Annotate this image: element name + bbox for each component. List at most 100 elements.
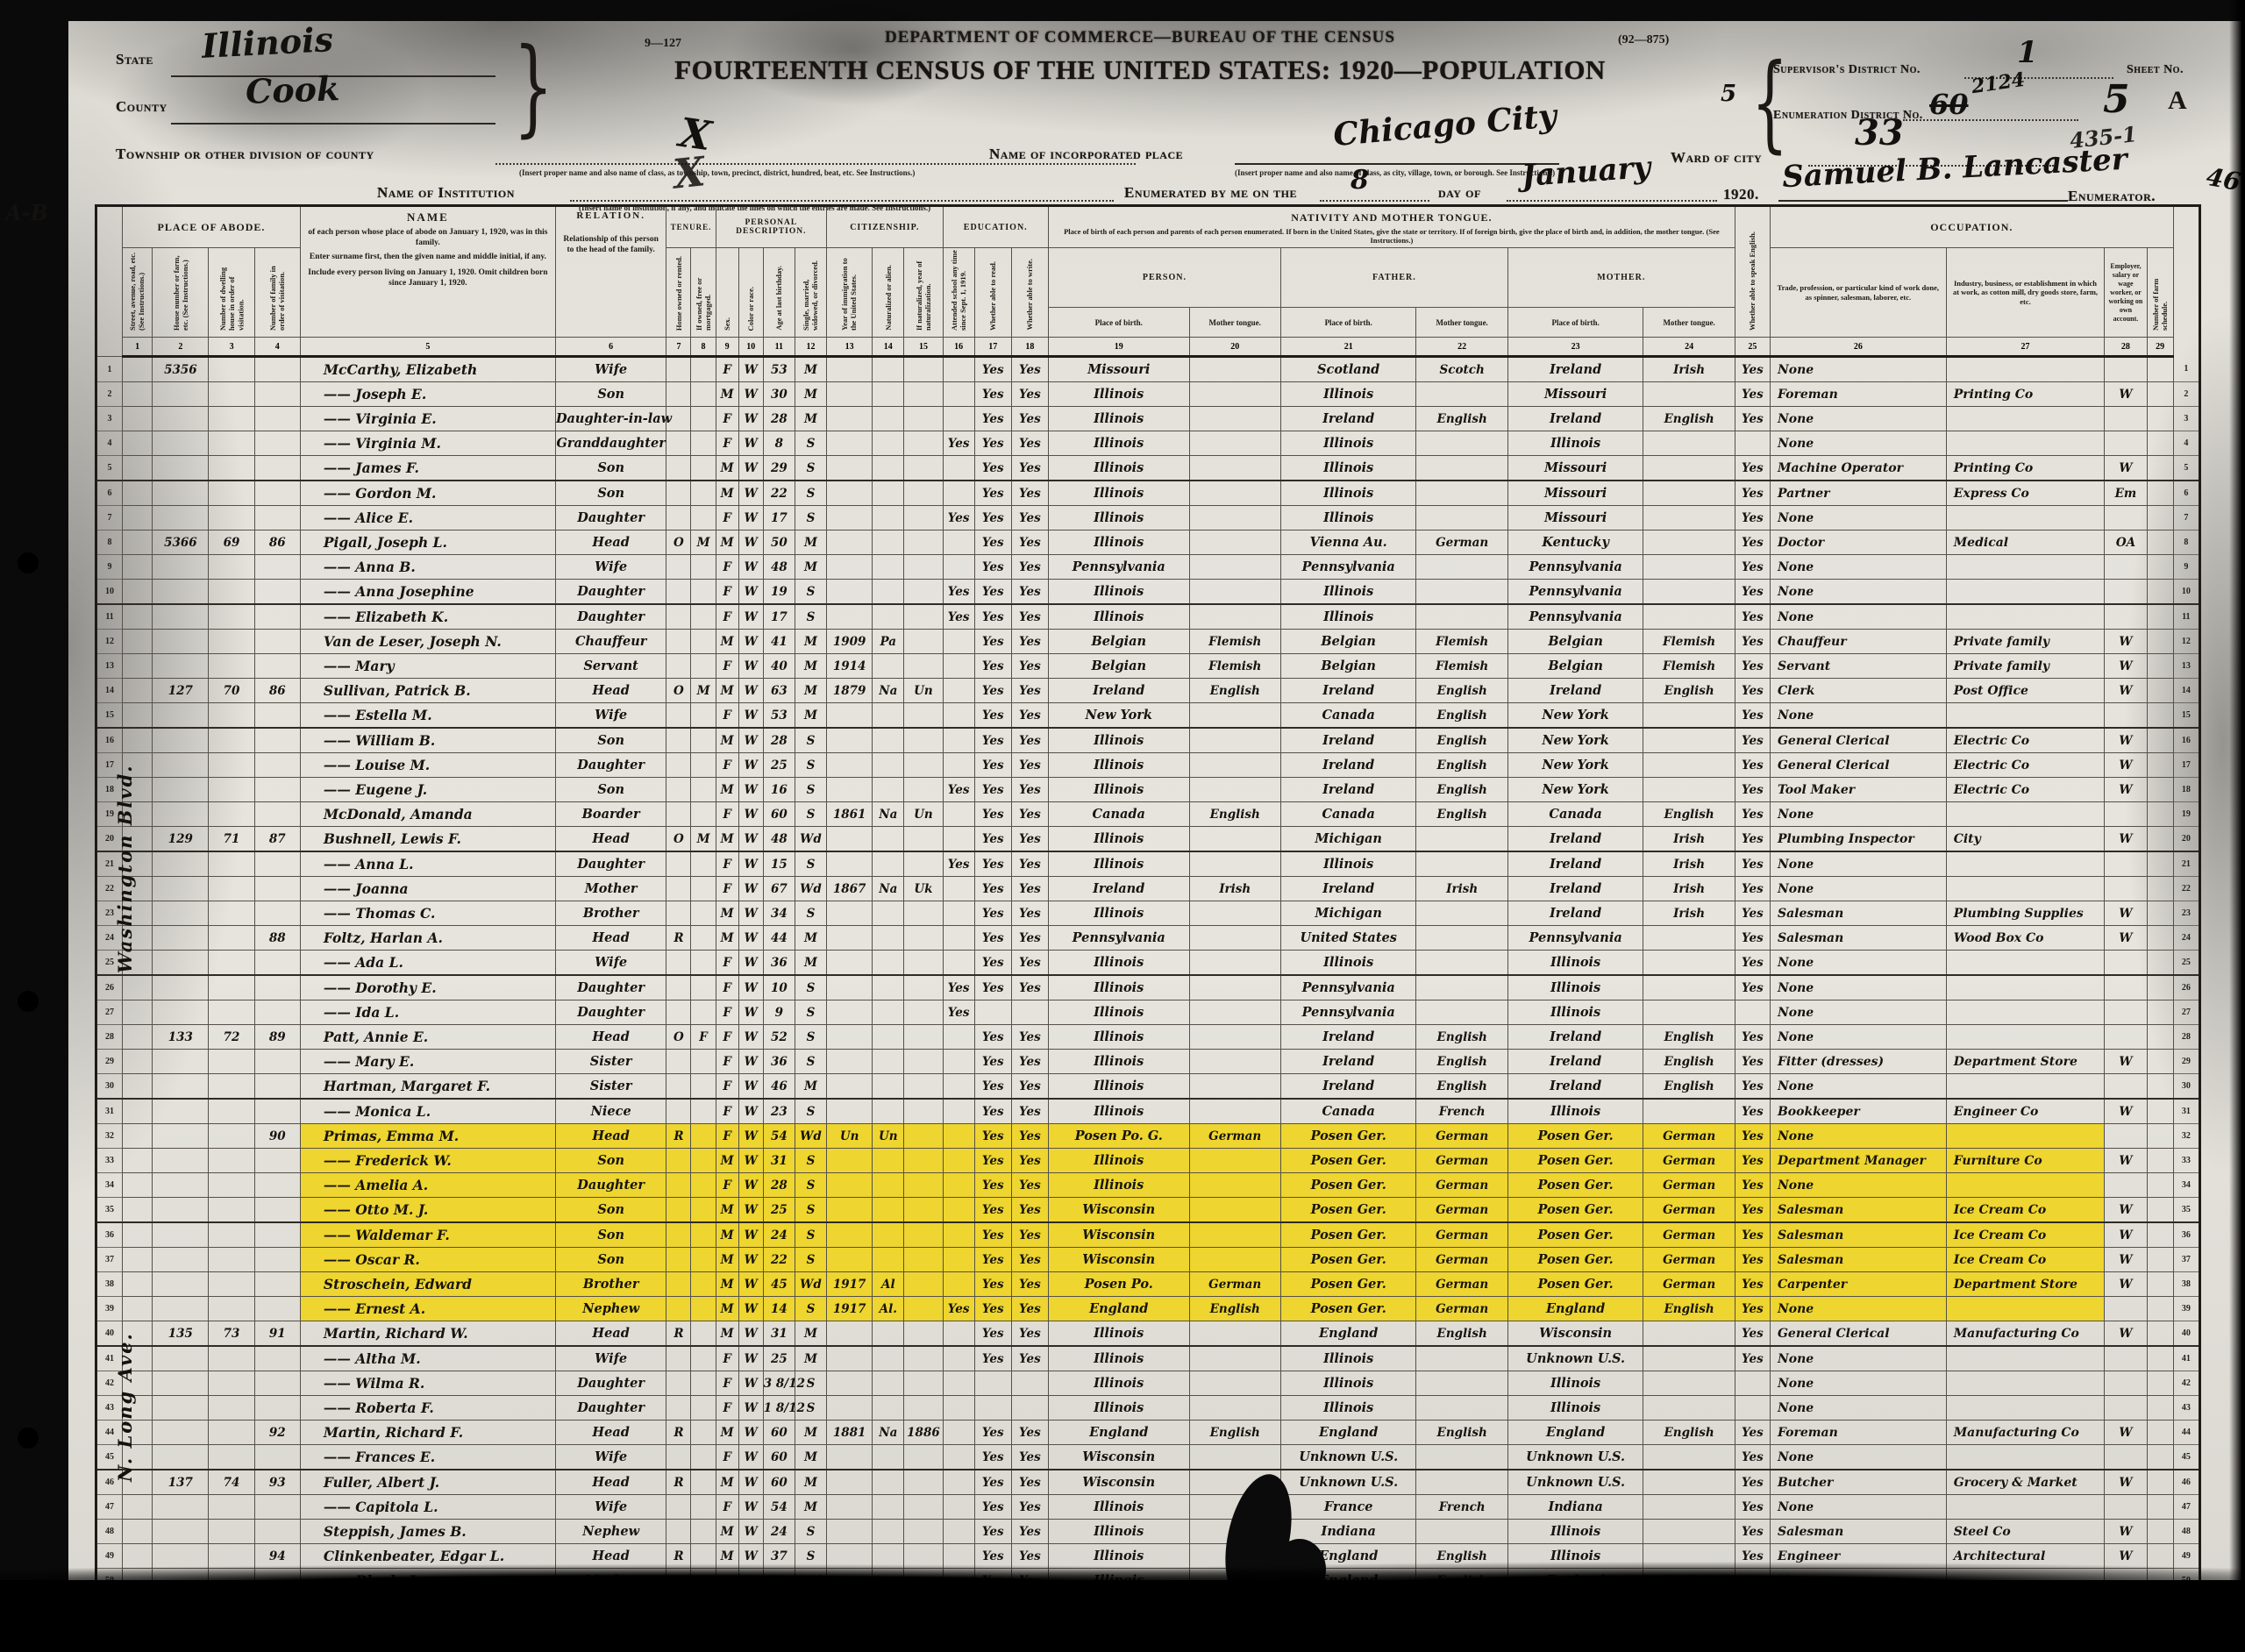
- farm-schedule: [2146, 505, 2174, 530]
- age: 60: [762, 1444, 795, 1470]
- house-number: [152, 1345, 210, 1371]
- naturalization-year: [903, 851, 944, 877]
- free-mortgaged: [690, 1371, 716, 1396]
- pob-father: Posen Ger.: [1279, 1296, 1417, 1321]
- school: [942, 381, 975, 407]
- free-mortgaged: [690, 752, 716, 778]
- dwelling-number: [208, 1049, 255, 1074]
- relation: Daughter: [554, 1000, 667, 1025]
- free-mortgaged: [690, 1197, 716, 1223]
- able-to-write: Yes: [1010, 752, 1049, 778]
- sd-underline: [1964, 53, 2113, 79]
- immigration-year: [826, 1221, 873, 1248]
- immigration-year: 1861: [826, 801, 873, 827]
- able-to-write: Yes: [1010, 851, 1049, 877]
- street: [122, 505, 153, 530]
- relation: Daughter: [554, 974, 667, 1000]
- employer-class: W: [2104, 629, 2148, 654]
- line-number-left: 17: [95, 752, 124, 778]
- naturalization-year: [903, 1494, 944, 1520]
- house-number: [152, 1395, 210, 1421]
- race: W: [738, 1444, 764, 1470]
- able-to-read: Yes: [973, 826, 1012, 852]
- pob-mother: Missouri: [1507, 455, 1644, 481]
- race: W: [738, 356, 764, 382]
- sex: M: [715, 1148, 739, 1173]
- pob-father: Illinois: [1279, 505, 1417, 530]
- speaks-english: Yes: [1734, 530, 1771, 555]
- able-to-read: Yes: [973, 1172, 1012, 1198]
- house-number: [152, 925, 210, 951]
- industry: Private family: [1945, 629, 2106, 654]
- age: 34: [762, 901, 795, 926]
- col-naturalized: Naturalized or alien.: [872, 247, 905, 338]
- census-row-46: 46 137 74 93 Fuller, Albert J. Head R M W 60 M Yes Y…: [95, 1469, 2201, 1495]
- industry: [1945, 1172, 2106, 1198]
- subgroup-father: FATHER.: [1279, 247, 1508, 308]
- employer-class: [2104, 1073, 2148, 1100]
- name-desc-1: of each person whose place of abode on J…: [308, 228, 548, 247]
- name: Primas, Emma M.: [299, 1123, 556, 1149]
- tongue-mother: [1643, 431, 1735, 456]
- school: [942, 653, 975, 679]
- age: 25: [762, 1197, 795, 1223]
- pob-person: Wisconsin: [1047, 1247, 1190, 1272]
- race: W: [738, 801, 764, 827]
- pob-mother: Belgian: [1507, 653, 1644, 679]
- census-row-5: 5 —— James F. Son M W 29 S Yes Yes Illinois Illino…: [95, 455, 2201, 481]
- name: Pigall, Joseph L.: [299, 530, 556, 555]
- dwelling-number: [208, 1098, 255, 1124]
- pob-father: Michigan: [1279, 901, 1417, 926]
- house-number: [152, 455, 210, 481]
- house-number: [152, 851, 210, 877]
- naturalization-year: [903, 1519, 944, 1544]
- tongue-father: [1415, 554, 1508, 580]
- home-owned: [666, 1519, 692, 1544]
- tongue-father: German: [1415, 1123, 1508, 1149]
- school: [942, 1197, 975, 1223]
- pob-person: Illinois: [1047, 381, 1190, 407]
- name-desc-3: Include every person living on January 1…: [308, 267, 548, 288]
- age: 25: [762, 1345, 795, 1371]
- tongue-person: [1188, 1221, 1281, 1248]
- able-to-write: Yes: [1010, 974, 1049, 1000]
- naturalized: [872, 1000, 905, 1025]
- free-mortgaged: [690, 603, 716, 630]
- pob-person: Illinois: [1047, 455, 1190, 481]
- pob-father: Canada: [1279, 1098, 1417, 1124]
- name: —— William B.: [299, 727, 556, 753]
- tongue-father: [1415, 1345, 1508, 1371]
- marital-status: S: [794, 1296, 828, 1321]
- enumerated-day: 8: [1351, 165, 1369, 196]
- age: 24: [762, 1519, 795, 1544]
- age: 15: [762, 851, 795, 877]
- tongue-person: English: [1188, 801, 1281, 827]
- race: W: [738, 752, 764, 778]
- tongue-person: [1188, 702, 1281, 729]
- pob-mother: Ireland: [1507, 1073, 1644, 1100]
- pob-mother: New York: [1507, 777, 1644, 802]
- tongue-person: [1188, 431, 1281, 456]
- dwelling-number: [208, 406, 255, 431]
- speaks-english: [1734, 1371, 1771, 1396]
- able-to-write: Yes: [1010, 1221, 1049, 1248]
- name: Foltz, Harlan A.: [299, 925, 556, 951]
- tongue-father: [1415, 505, 1508, 530]
- col-race: Color or race.: [738, 247, 764, 338]
- industry: [1945, 1024, 2106, 1050]
- house-number: 133: [152, 1024, 210, 1050]
- industry: Furniture Co: [1945, 1148, 2106, 1173]
- school: [942, 1345, 975, 1371]
- speak-english-label: Whether able to speak English.: [1748, 231, 1757, 331]
- race: W: [738, 381, 764, 407]
- dwelling-number: 72: [208, 1024, 255, 1050]
- industry: [1945, 356, 2106, 382]
- tongue-person: [1188, 455, 1281, 481]
- immigration-year: 1917: [826, 1296, 873, 1321]
- naturalization-year: [903, 1172, 944, 1198]
- relation: Wife: [554, 1494, 667, 1520]
- pob-mother: Ireland: [1507, 678, 1644, 703]
- school: [942, 702, 975, 729]
- pob-person: England: [1047, 1296, 1190, 1321]
- age: 22: [762, 480, 795, 506]
